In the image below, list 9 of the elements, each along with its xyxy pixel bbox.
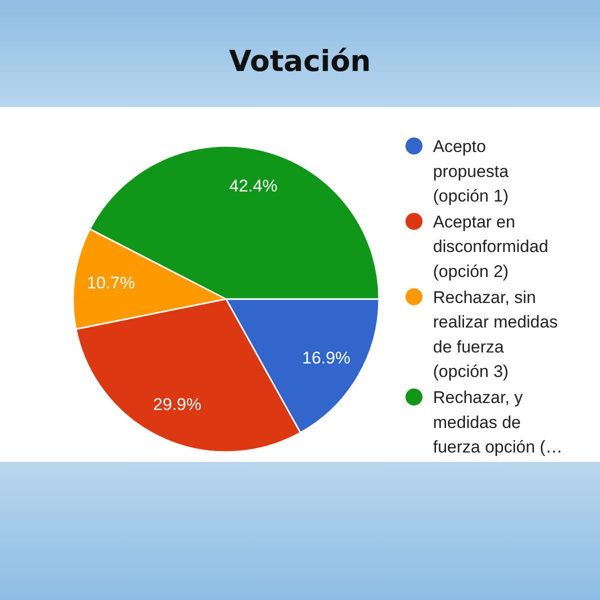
data-label: 16.9% <box>302 348 350 368</box>
data-label: 29.9% <box>153 395 202 414</box>
legend-label: Aceptar en disconformidad (opción 2) <box>433 212 548 280</box>
legend-label: Rechazar, y medidas de fuerza opción (… <box>433 388 562 456</box>
legend-label: Acepto propuesta (opción 1) <box>433 136 510 206</box>
legend-label: Rechazar, sin realizar medidas de fuerza (opción 3) <box>433 287 558 381</box>
data-label: 42.4% <box>229 176 278 196</box>
chart-title: Votación <box>229 44 371 78</box>
data-label: 10.7% <box>86 273 135 292</box>
